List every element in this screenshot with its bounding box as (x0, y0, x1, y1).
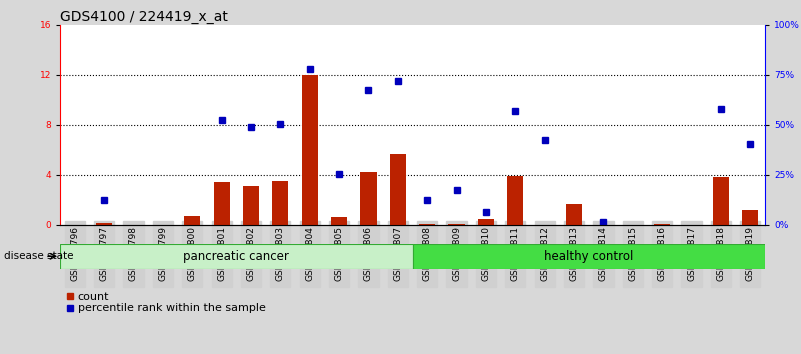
Bar (478, 218, 494, 225)
Bar (60, 244, 413, 269)
Text: disease state: disease state (4, 251, 74, 261)
Bar (566, 204, 582, 225)
Bar (243, 186, 259, 225)
Bar (184, 216, 200, 225)
Bar (302, 75, 318, 225)
Bar (654, 223, 670, 225)
Bar (331, 217, 347, 225)
Bar (214, 182, 230, 225)
Bar (96, 223, 112, 225)
Bar (413, 244, 765, 269)
Bar (507, 176, 523, 225)
Bar (360, 172, 376, 225)
Bar (390, 154, 406, 225)
Text: healthy control: healthy control (544, 250, 634, 263)
Bar (272, 181, 288, 225)
Text: GDS4100 / 224419_x_at: GDS4100 / 224419_x_at (60, 10, 228, 24)
Text: pancreatic cancer: pancreatic cancer (183, 250, 289, 263)
Bar (713, 177, 729, 225)
Bar (419, 223, 435, 225)
Bar (743, 210, 759, 225)
Bar (449, 223, 465, 225)
Legend: count, percentile rank within the sample: count, percentile rank within the sample (66, 292, 266, 313)
